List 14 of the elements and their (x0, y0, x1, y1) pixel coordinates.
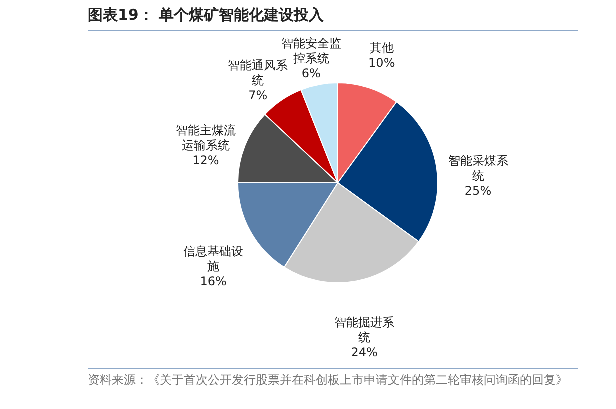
text: 资料来源：《关于首次公开发行股票并在科创板上市申请文件的第二轮审核问询函的回复》 (88, 368, 578, 389)
slice-label: 信息基础设施 (184, 244, 244, 274)
data-label: 6% (302, 66, 321, 81)
data-label: 25% (464, 184, 492, 198)
slice-label: 智能采煤系统 (448, 154, 508, 183)
data-label: 10% (368, 56, 396, 70)
slice-label: 其他 (370, 40, 394, 55)
data-label: 7% (248, 88, 268, 103)
data-label: 12% (192, 154, 220, 168)
slice-label: 智能掘进系统 (334, 315, 395, 344)
slice-label: 智能主煤流运输系统 (176, 124, 236, 153)
chart-title: 图表19： 单个煤矿智能化建设投入 (88, 6, 578, 31)
data-label: 24% (351, 345, 378, 360)
data-label: 16% (200, 274, 227, 288)
